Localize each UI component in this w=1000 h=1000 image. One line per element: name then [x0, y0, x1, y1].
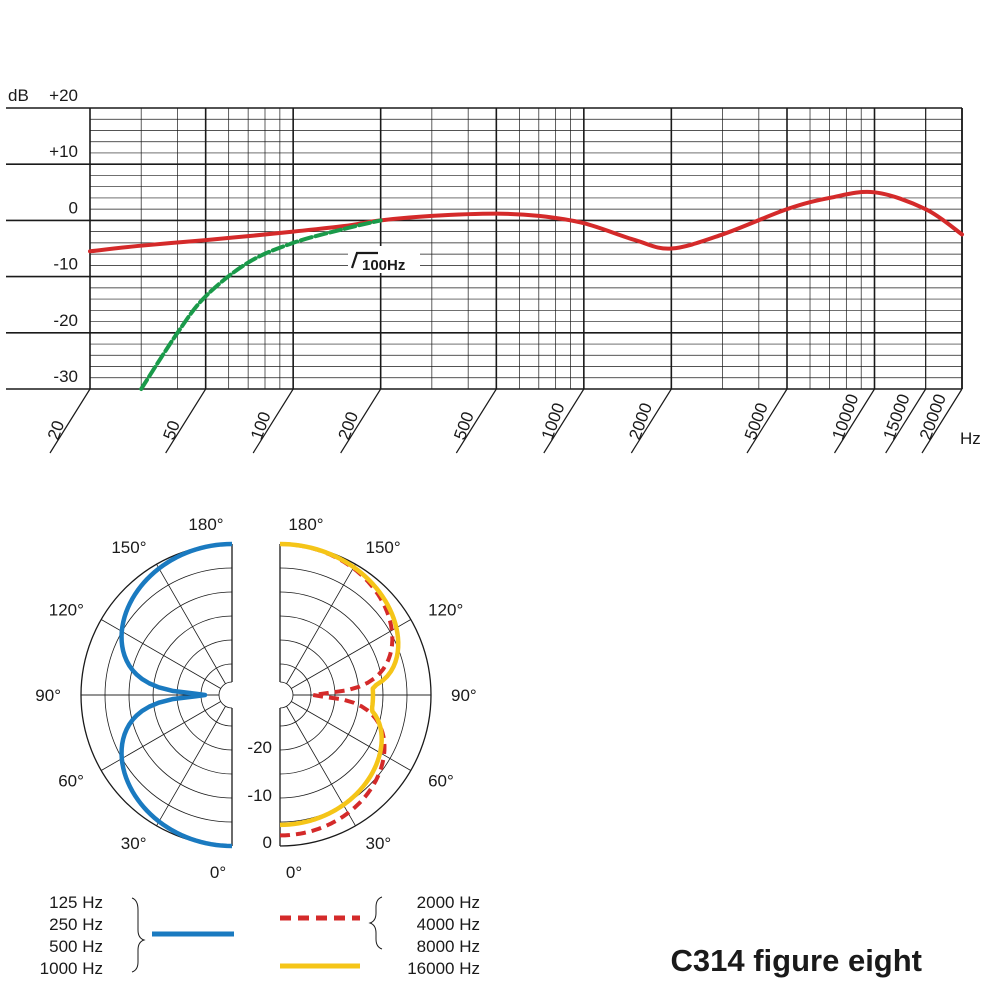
x-tick-mark	[746, 388, 788, 454]
polar-spoke	[156, 564, 226, 684]
right-angle-label: 120°	[428, 601, 463, 620]
x-tick-mark	[455, 388, 497, 454]
legend-label: 8000 Hz	[417, 937, 480, 956]
annotation-label: 100Hz	[362, 257, 405, 274]
polar-inner-ring	[218, 681, 233, 709]
radial-label: -20	[247, 738, 272, 757]
radial-label: 0	[263, 833, 272, 852]
fr-series	[88, 189, 964, 391]
polar-curve-yellow	[279, 541, 401, 828]
polar-spoke	[286, 564, 356, 684]
legend-label: 500 Hz	[49, 937, 103, 956]
legend-label: 4000 Hz	[417, 915, 480, 934]
fr-xlabel: Hz	[960, 429, 981, 448]
fr-y-tick-labels: +20 +10 0 -10 -20 -30	[49, 86, 78, 386]
legend-brace-right	[368, 896, 383, 950]
polar-labels: 180° 150° 120° 90° 60° 30° 0° 180° 150° 120° 90° 60…	[35, 515, 476, 882]
left-angle-label: 180°	[188, 515, 223, 534]
series-line-green-dashed	[139, 218, 383, 391]
annotation-box	[348, 246, 420, 273]
x-tick-label: 20	[44, 418, 68, 442]
x-tick-mark	[252, 388, 294, 454]
left-angle-label: 90°	[35, 686, 61, 705]
left-angle-label: 60°	[58, 772, 84, 791]
legend-label: 2000 Hz	[417, 893, 480, 912]
y-tick-label: -10	[53, 255, 78, 274]
legend-label: 16000 Hz	[407, 959, 480, 978]
y-tick-label: -30	[53, 367, 78, 386]
polar-spoke	[156, 706, 226, 826]
polar-curve-blue	[119, 541, 233, 849]
x-tick-label: 500	[450, 409, 478, 442]
x-tick-label: 200	[335, 409, 363, 442]
frequency-response-chart: dB +20+100-10-20-30 20 50 100 200 500 1000 200…	[6, 86, 981, 454]
polar-spoke	[101, 701, 221, 771]
left-angle-label: 0°	[210, 863, 226, 882]
polar-left	[80, 541, 233, 849]
x-tick-mark	[49, 388, 91, 454]
legend-label: 125 Hz	[49, 893, 103, 912]
fr-x-tick-labels: 20 50 100 200 500 1000 2000 5000 10000 15000 20000	[44, 388, 963, 454]
x-tick-mark	[885, 388, 927, 454]
x-tick-mark	[543, 388, 585, 454]
fr-grid	[6, 107, 963, 390]
polar-spoke	[291, 619, 411, 689]
polar-spoke	[101, 619, 221, 689]
y-tick-label: +20	[49, 86, 78, 105]
legend-label: 1000 Hz	[40, 959, 103, 978]
right-angle-label: 90°	[451, 686, 477, 705]
polar-pattern-chart: 180° 150° 120° 90° 60° 30° 0° 180° 150° 120° 90° 60…	[35, 515, 476, 882]
y-tick-label: 0	[69, 198, 78, 217]
right-angle-label: 150°	[366, 538, 401, 557]
polar-right	[279, 541, 432, 847]
legend-brace-left	[131, 897, 146, 973]
right-angle-label: 60°	[428, 772, 454, 791]
right-angle-label: 0°	[286, 863, 302, 882]
radial-label: -10	[247, 786, 272, 805]
x-tick-label: 100	[247, 409, 275, 442]
legend-label: 250 Hz	[49, 915, 103, 934]
left-angle-label: 150°	[111, 538, 146, 557]
right-angle-label: 180°	[288, 515, 323, 534]
polar-spoke	[291, 701, 411, 771]
polar-inner-ring	[279, 681, 294, 709]
polar-spoke	[286, 706, 356, 826]
highpass-annotation: 100Hz	[348, 246, 420, 274]
legend: 125 Hz 250 Hz 500 Hz 1000 Hz 2000 Hz 400…	[40, 893, 480, 978]
x-tick-mark	[340, 388, 382, 454]
page-title: C314 figure eight	[671, 943, 923, 978]
x-tick-mark	[921, 388, 963, 454]
x-tick-mark	[165, 388, 207, 454]
x-tick-mark	[630, 388, 672, 454]
x-tick-mark	[833, 388, 876, 454]
left-angle-label: 30°	[121, 834, 147, 853]
series-line-red	[88, 189, 964, 254]
polar-curve-red-dashed	[279, 542, 395, 838]
left-angle-label: 120°	[49, 601, 84, 620]
y-tick-label: -20	[53, 311, 78, 330]
fr-ylabel: dB	[8, 86, 29, 105]
highpass-icon	[350, 251, 378, 269]
x-tick-label: 50	[160, 418, 184, 442]
y-tick-label: +10	[49, 142, 78, 161]
right-angle-label: 30°	[366, 834, 392, 853]
